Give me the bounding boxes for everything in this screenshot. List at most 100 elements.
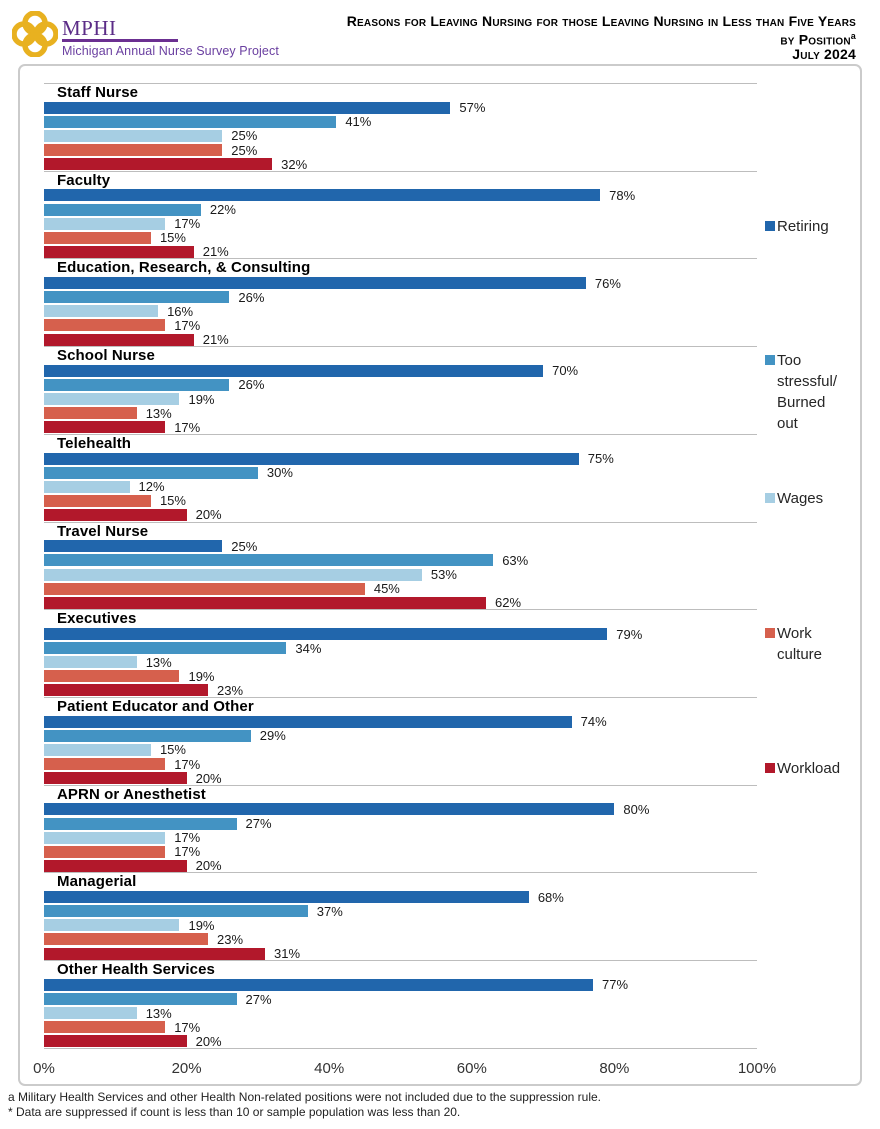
group-label: Managerial bbox=[57, 873, 137, 891]
bar-value-label: 17% bbox=[174, 1019, 201, 1035]
bar-retiring bbox=[44, 803, 615, 816]
bar-row: 15% bbox=[44, 493, 757, 508]
bar-value-label: 79% bbox=[616, 626, 643, 642]
x-axis-tick: 0% bbox=[33, 1060, 55, 1077]
legend-swatch-icon bbox=[765, 493, 775, 503]
bar-row: 19% bbox=[44, 918, 757, 933]
bar-row: 34% bbox=[44, 641, 757, 656]
legend-item-workload: Workload bbox=[765, 758, 840, 779]
org-subtitle: Michigan Annual Nurse Survey Project bbox=[62, 44, 279, 58]
bar-too-stressful-burned-out bbox=[44, 291, 230, 304]
bar-value-label: 13% bbox=[145, 405, 172, 421]
x-axis: 0% 20% 40% 60% 80% 100% bbox=[33, 1048, 776, 1088]
bar-row: 27% bbox=[44, 991, 757, 1007]
bar-value-label: 13% bbox=[145, 1005, 172, 1021]
legend-label: Too stressful/Burned out bbox=[777, 352, 838, 432]
bar-value-label: 17% bbox=[174, 317, 201, 333]
bar-row: 17% bbox=[44, 216, 757, 232]
bar-value-label: 74% bbox=[580, 714, 607, 730]
bar-workload bbox=[44, 508, 187, 521]
bar-row: 20% bbox=[44, 858, 757, 874]
logo-text: MPHI Michigan Annual Nurse Survey Projec… bbox=[62, 11, 279, 58]
bar-row: 20% bbox=[44, 507, 757, 522]
bar-value-label: 21% bbox=[202, 332, 229, 348]
bar-row: 78% bbox=[44, 187, 757, 203]
bar-value-label: 78% bbox=[609, 187, 636, 203]
bar-value-label: 30% bbox=[266, 465, 293, 481]
group-label: Executives bbox=[57, 610, 137, 628]
bar-too-stressful-burned-out bbox=[44, 115, 337, 128]
bar-wages bbox=[44, 217, 166, 230]
bar-row: 17% bbox=[44, 844, 757, 859]
bar-row: 70% bbox=[44, 363, 757, 378]
bar-workload bbox=[44, 772, 187, 785]
bar-value-label: 27% bbox=[245, 816, 272, 832]
bar-wages bbox=[44, 1007, 137, 1020]
bar-row: 17% bbox=[44, 317, 757, 333]
bar-row: 29% bbox=[44, 728, 757, 743]
bar-too-stressful-burned-out bbox=[44, 729, 251, 742]
bar-value-label: 27% bbox=[245, 991, 272, 1007]
bar-value-label: 23% bbox=[216, 931, 244, 947]
bar-row: 62% bbox=[44, 595, 757, 610]
group-bars: 76% 26% 16% 17% 21% bbox=[44, 275, 757, 348]
bar-work-culture bbox=[44, 582, 365, 595]
bar-workload bbox=[44, 684, 208, 697]
bar-work-culture bbox=[44, 319, 166, 332]
bar-row: 25% bbox=[44, 539, 757, 554]
bar-too-stressful-burned-out bbox=[44, 554, 494, 567]
group-label: Other Health Services bbox=[57, 961, 216, 979]
bar-retiring bbox=[44, 540, 223, 553]
bar-workload bbox=[44, 596, 487, 609]
legend: Retiring Too stressful/Burned out Wages Work c… bbox=[765, 66, 859, 1084]
group-label: Staff Nurse bbox=[57, 84, 139, 101]
title-superscript: a bbox=[850, 30, 856, 41]
bar-retiring bbox=[44, 364, 544, 377]
x-axis-tick: 40% bbox=[314, 1060, 345, 1077]
bar-value-label: 45% bbox=[373, 581, 400, 597]
position-group-telehealth: Telehealth 75% 30% 12% 15% 20% bbox=[44, 433, 757, 522]
position-group-faculty: Faculty 78% 22% 17% 15% 21% bbox=[44, 170, 757, 259]
bar-work-culture bbox=[44, 933, 208, 946]
bar-row: 37% bbox=[44, 903, 757, 919]
bar-work-culture bbox=[44, 670, 180, 683]
bar-value-label: 53% bbox=[430, 567, 457, 583]
bar-value-label: 37% bbox=[316, 903, 343, 919]
legend-swatch-icon bbox=[765, 355, 775, 365]
bar-wages bbox=[44, 129, 223, 142]
group-bars: 70% 26% 19% 13% 17% bbox=[44, 363, 757, 435]
bar-wages bbox=[44, 305, 159, 318]
bar-row: 15% bbox=[44, 230, 757, 245]
bar-row: 19% bbox=[44, 392, 757, 407]
bar-row: 15% bbox=[44, 742, 757, 757]
group-label: Telehealth bbox=[57, 434, 132, 452]
bar-row: 74% bbox=[44, 714, 757, 730]
bar-row: 25% bbox=[44, 143, 757, 158]
bar-workload bbox=[44, 947, 266, 960]
position-group-patient-educator-and-other: Patient Educator and Other 74% 29% 15% 17% 2… bbox=[44, 697, 757, 786]
bar-workload bbox=[44, 1035, 187, 1048]
group-bars: 77% 27% 13% 17% 20% bbox=[44, 977, 757, 1049]
bar-retiring bbox=[44, 189, 601, 202]
bar-row: 20% bbox=[44, 1034, 757, 1049]
x-axis-tick: 20% bbox=[171, 1060, 202, 1077]
bar-value-label: 76% bbox=[594, 275, 621, 291]
bar-row: 25% bbox=[44, 128, 757, 143]
bar-workload bbox=[44, 158, 273, 171]
bar-value-label: 17% bbox=[174, 216, 201, 232]
group-bars: 75% 30% 12% 15% 20% bbox=[44, 451, 757, 522]
bar-value-label: 22% bbox=[209, 202, 236, 218]
bar-value-label: 75% bbox=[587, 451, 614, 467]
bar-value-label: 20% bbox=[195, 858, 222, 874]
mphi-knot-icon bbox=[12, 11, 58, 57]
bar-row: 80% bbox=[44, 802, 757, 817]
group-label: Faculty bbox=[57, 171, 111, 189]
bar-too-stressful-burned-out bbox=[44, 993, 237, 1006]
position-group-managerial: Managerial 68% 37% 19% 23% 31% bbox=[44, 872, 757, 961]
position-group-aprn-or-anesthetist: APRN or Anesthetist 80% 27% 17% 17% 20% bbox=[44, 784, 757, 874]
bar-value-label: 17% bbox=[174, 830, 201, 846]
bar-row: 76% bbox=[44, 275, 757, 291]
legend-swatch-icon bbox=[765, 221, 775, 231]
bar-value-label: 17% bbox=[174, 756, 201, 772]
bar-row: 77% bbox=[44, 977, 757, 992]
